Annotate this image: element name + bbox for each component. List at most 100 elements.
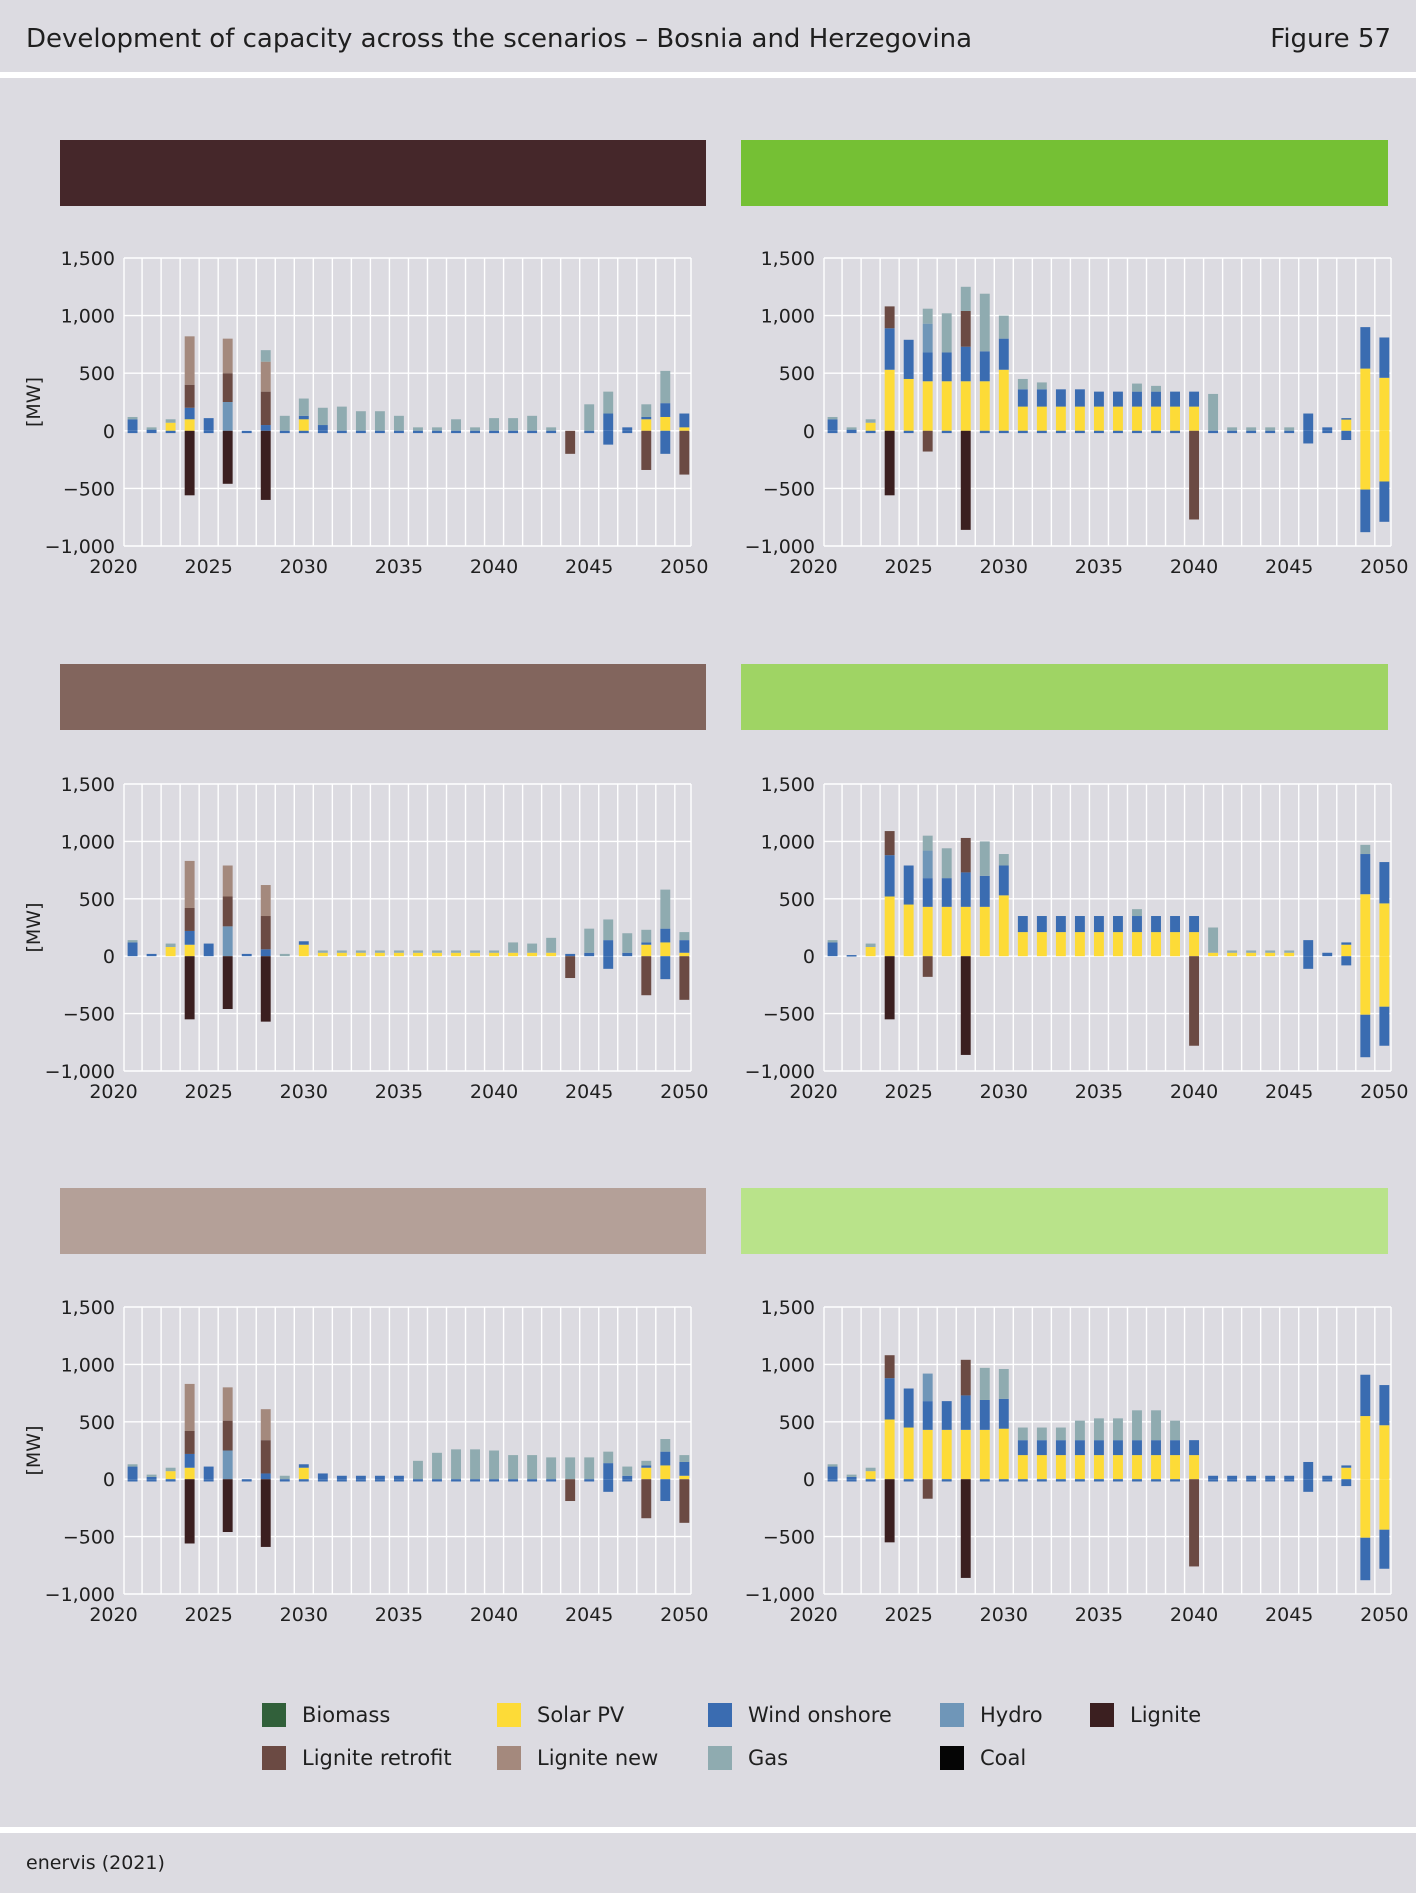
y-tick-label: 1,500	[61, 774, 115, 796]
bar-segment-hydro	[222, 402, 233, 431]
bar-segment-wind	[1303, 940, 1314, 957]
bar-segment-negative-wind	[1303, 1479, 1314, 1492]
y-tick-label: 500	[779, 889, 815, 911]
bar-segment-wind	[998, 865, 1009, 896]
bar-segment-solar	[1017, 406, 1028, 431]
bar-segment-negative-wind	[998, 1479, 1009, 1482]
legend-swatch	[262, 1703, 286, 1727]
bar-segment-gas	[922, 835, 933, 851]
y-tick-label: −500	[763, 478, 815, 500]
x-tick-label: 2050	[1360, 1081, 1408, 1103]
bar-segment-negative-lignite_retrofit	[679, 1479, 690, 1523]
bar-segment-negative-wind	[660, 430, 671, 454]
bar-segment-gas	[413, 950, 423, 953]
bar-segment-negative-wind	[127, 430, 138, 434]
x-tick-label: 2050	[660, 556, 708, 578]
bar-segment-gas	[865, 943, 876, 948]
legend-swatch	[497, 1746, 521, 1770]
bar-segment-solar	[960, 906, 971, 957]
bar-segment-gas	[451, 1449, 461, 1480]
bar-segment-wind	[146, 1476, 157, 1480]
bar-segment-wind	[203, 1466, 214, 1480]
bar-segment-wind	[1170, 1440, 1180, 1456]
bar-segment-gas	[470, 427, 480, 431]
bar-segment-wind	[846, 1476, 857, 1480]
bar-segment-wind	[1246, 1475, 1257, 1480]
bar-segment-negative-wind	[374, 430, 385, 434]
x-tick-label: 2030	[980, 556, 1028, 578]
bar-segment-solar	[1074, 932, 1085, 957]
bar-segment-solar	[1132, 1455, 1142, 1480]
bar-segment-gas	[127, 940, 138, 943]
bar-segment-gas	[279, 415, 290, 431]
bar-segment-negative-wind	[489, 1479, 500, 1482]
bar-segment-negative-wind	[298, 430, 309, 434]
bar-segment-negative-wind	[489, 430, 500, 434]
bar-segment-gas	[1227, 950, 1238, 953]
y-axis-label: [MW]	[23, 1425, 45, 1475]
bar-segment-negative-wind	[1265, 430, 1276, 434]
bar-segment-gas	[1227, 427, 1238, 431]
bar-segment-wind	[1074, 916, 1085, 933]
bar-segment-gas	[489, 1450, 500, 1480]
bar-segment-gas	[641, 929, 652, 943]
bar-segment-negative-wind	[146, 1479, 157, 1482]
legend-item-coal: Coal	[940, 1743, 1026, 1773]
x-tick-label: 2045	[565, 556, 613, 578]
bar-segment-solar	[1360, 1416, 1371, 1480]
bar-segment-solar	[1074, 1455, 1085, 1480]
bar-segment-wind	[884, 1378, 895, 1420]
bar-segment-negative-wind	[470, 1479, 480, 1482]
bar-segment-negative-wind	[1360, 1537, 1371, 1581]
bar-segment-negative-wind	[355, 430, 366, 434]
bar-segment-solar	[979, 906, 990, 957]
x-tick-label: 2040	[470, 1081, 518, 1103]
bar-segment-lignite_new	[184, 1383, 195, 1431]
bar-segment-solar	[1341, 419, 1352, 431]
bar-segment-solar	[165, 422, 176, 431]
bar-segment-wind	[184, 1453, 195, 1468]
legend-item-lignite_retrofit: Lignite retrofit	[262, 1743, 452, 1773]
bar-segment-wind	[1303, 413, 1314, 431]
bar-segment-wind	[1208, 1475, 1219, 1480]
bar-segment-solar	[979, 1429, 990, 1480]
y-tick-label: 500	[779, 1412, 815, 1434]
bar-segment-gas	[1151, 385, 1161, 392]
bar-segment-negative-wind	[451, 430, 461, 434]
bar-segment-negative-wind	[1303, 956, 1314, 969]
bar-segment-wind	[884, 328, 895, 370]
bar-segment-lignite_retrofit	[222, 1420, 233, 1451]
x-tick-label: 2040	[1170, 1081, 1218, 1103]
bar-segment-negative-lignite_retrofit	[641, 1479, 652, 1519]
bar-segment-solar	[1113, 932, 1123, 957]
bar-segment-solar	[660, 1465, 671, 1480]
bar-segment-gas	[827, 1464, 838, 1467]
bar-segment-negative-lignite	[184, 430, 195, 496]
bar-segment-negative-lignite_retrofit	[565, 430, 576, 454]
bar-segment-negative-wind	[1208, 430, 1219, 434]
bar-segment-lignite_new	[222, 338, 233, 374]
bar-segment-gas	[827, 416, 838, 420]
bar-segment-gas	[146, 427, 157, 430]
bar-segment-negative-wind	[1379, 481, 1390, 522]
bar-segment-wind	[603, 940, 614, 957]
bar-segment-negative-wind	[546, 1479, 557, 1482]
bar-segment-negative-lignite	[222, 1479, 233, 1533]
bar-segment-wind	[1113, 391, 1123, 407]
bar-segment-solar	[1170, 932, 1180, 957]
bar-segment-wind	[565, 953, 576, 957]
legend-swatch	[497, 1703, 521, 1727]
bar-segment-solar	[393, 952, 404, 957]
x-tick-label: 2045	[1265, 1604, 1313, 1626]
x-tick-label: 2020	[89, 1081, 137, 1103]
bar-segment-gas	[374, 411, 385, 431]
bar-segment-gas	[165, 943, 176, 948]
y-tick-label: 1,500	[61, 248, 115, 270]
legend-item-solar: Solar PV	[497, 1700, 624, 1730]
bar-segment-solar	[903, 904, 914, 957]
bar-segment-solar	[1113, 1455, 1123, 1480]
legend-label: Solar PV	[537, 1703, 625, 1727]
bar-segment-gas	[660, 370, 671, 404]
y-tick-label: 1,000	[61, 306, 115, 328]
bar-segment-negative-wind	[355, 1479, 366, 1482]
